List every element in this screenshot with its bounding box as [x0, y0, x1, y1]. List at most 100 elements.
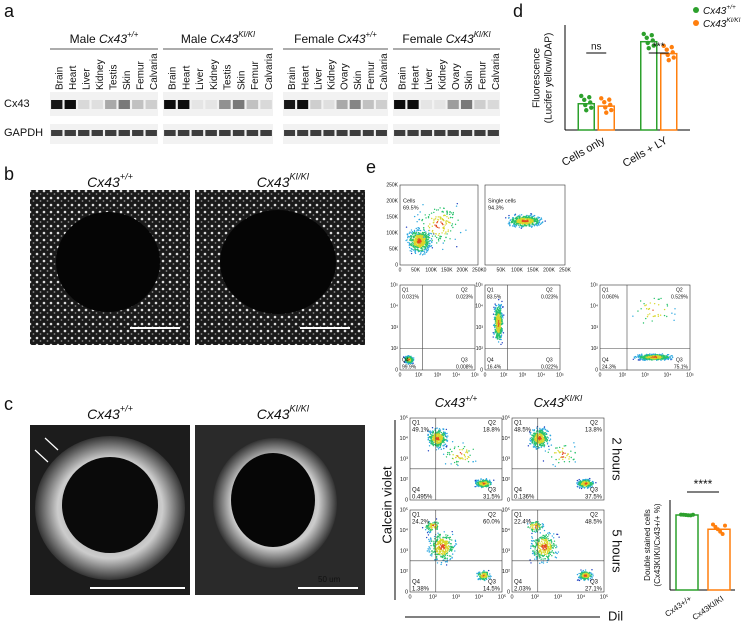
event	[495, 323, 498, 326]
event	[522, 216, 524, 218]
event	[425, 231, 427, 233]
event	[432, 444, 435, 447]
event	[429, 430, 431, 432]
event	[418, 245, 420, 248]
event	[453, 545, 455, 548]
band	[336, 130, 348, 136]
event	[454, 550, 456, 552]
event	[540, 217, 543, 219]
band	[487, 130, 499, 136]
event	[509, 219, 512, 221]
gene-label: Male Cx43+/+	[70, 30, 139, 46]
event	[429, 554, 432, 556]
event	[508, 223, 511, 225]
event	[419, 243, 422, 246]
event	[455, 543, 458, 545]
event	[423, 229, 425, 232]
event	[414, 247, 416, 250]
event	[444, 224, 446, 226]
event	[520, 218, 522, 220]
band	[297, 100, 309, 109]
event	[500, 304, 502, 307]
event	[546, 538, 548, 541]
event	[549, 540, 551, 542]
event	[479, 575, 481, 577]
label: Calcein violet	[379, 466, 394, 544]
event	[501, 314, 504, 317]
event	[584, 479, 587, 482]
event	[566, 454, 568, 457]
event	[547, 557, 550, 559]
event	[540, 544, 542, 546]
label: 200K	[543, 267, 555, 273]
event	[486, 573, 489, 575]
event	[482, 573, 485, 576]
event	[475, 483, 478, 485]
event	[428, 242, 431, 245]
gene-label: Female Cx43+/+	[294, 30, 377, 46]
superscript: +/+	[465, 393, 477, 403]
label: Skin	[236, 71, 247, 90]
event	[659, 358, 661, 360]
event	[429, 432, 432, 435]
event	[433, 522, 436, 524]
event	[419, 237, 421, 240]
event	[496, 335, 498, 337]
event	[439, 207, 441, 209]
event	[546, 540, 548, 543]
event	[539, 431, 541, 433]
event	[533, 553, 536, 555]
event	[466, 458, 469, 460]
event	[443, 547, 445, 549]
event	[489, 573, 491, 575]
event	[428, 538, 430, 541]
event	[647, 358, 650, 360]
event	[432, 551, 434, 553]
label: Liver	[424, 68, 435, 90]
label: 69.5%	[403, 205, 419, 211]
event	[454, 446, 456, 448]
event	[431, 225, 434, 227]
event	[427, 233, 430, 236]
event	[528, 218, 530, 220]
event	[540, 540, 543, 543]
event	[552, 537, 555, 539]
event	[452, 458, 454, 460]
event	[541, 444, 544, 446]
band	[51, 130, 63, 136]
event	[435, 540, 438, 543]
event	[646, 356, 648, 359]
event	[437, 522, 439, 524]
event	[659, 356, 662, 359]
event	[646, 358, 648, 361]
label: 10⁴	[400, 435, 409, 442]
event	[450, 549, 453, 551]
event	[505, 217, 507, 219]
event	[551, 550, 554, 552]
band	[132, 100, 144, 109]
event	[409, 361, 411, 363]
event	[538, 555, 541, 557]
event	[442, 541, 445, 543]
band	[310, 130, 322, 136]
event	[427, 450, 430, 452]
event	[441, 222, 444, 225]
event	[667, 353, 670, 356]
label: e	[366, 157, 376, 177]
band	[336, 100, 348, 109]
event	[517, 221, 519, 224]
event	[435, 225, 438, 227]
event	[531, 440, 534, 442]
event	[412, 362, 414, 364]
event	[427, 433, 429, 436]
superscript: +/+	[120, 172, 133, 182]
event	[664, 358, 666, 360]
event	[403, 361, 406, 363]
event	[425, 233, 427, 235]
event	[451, 530, 453, 533]
event	[644, 304, 646, 307]
event	[579, 485, 582, 487]
event	[482, 485, 484, 488]
event	[494, 322, 496, 324]
event	[407, 355, 410, 357]
